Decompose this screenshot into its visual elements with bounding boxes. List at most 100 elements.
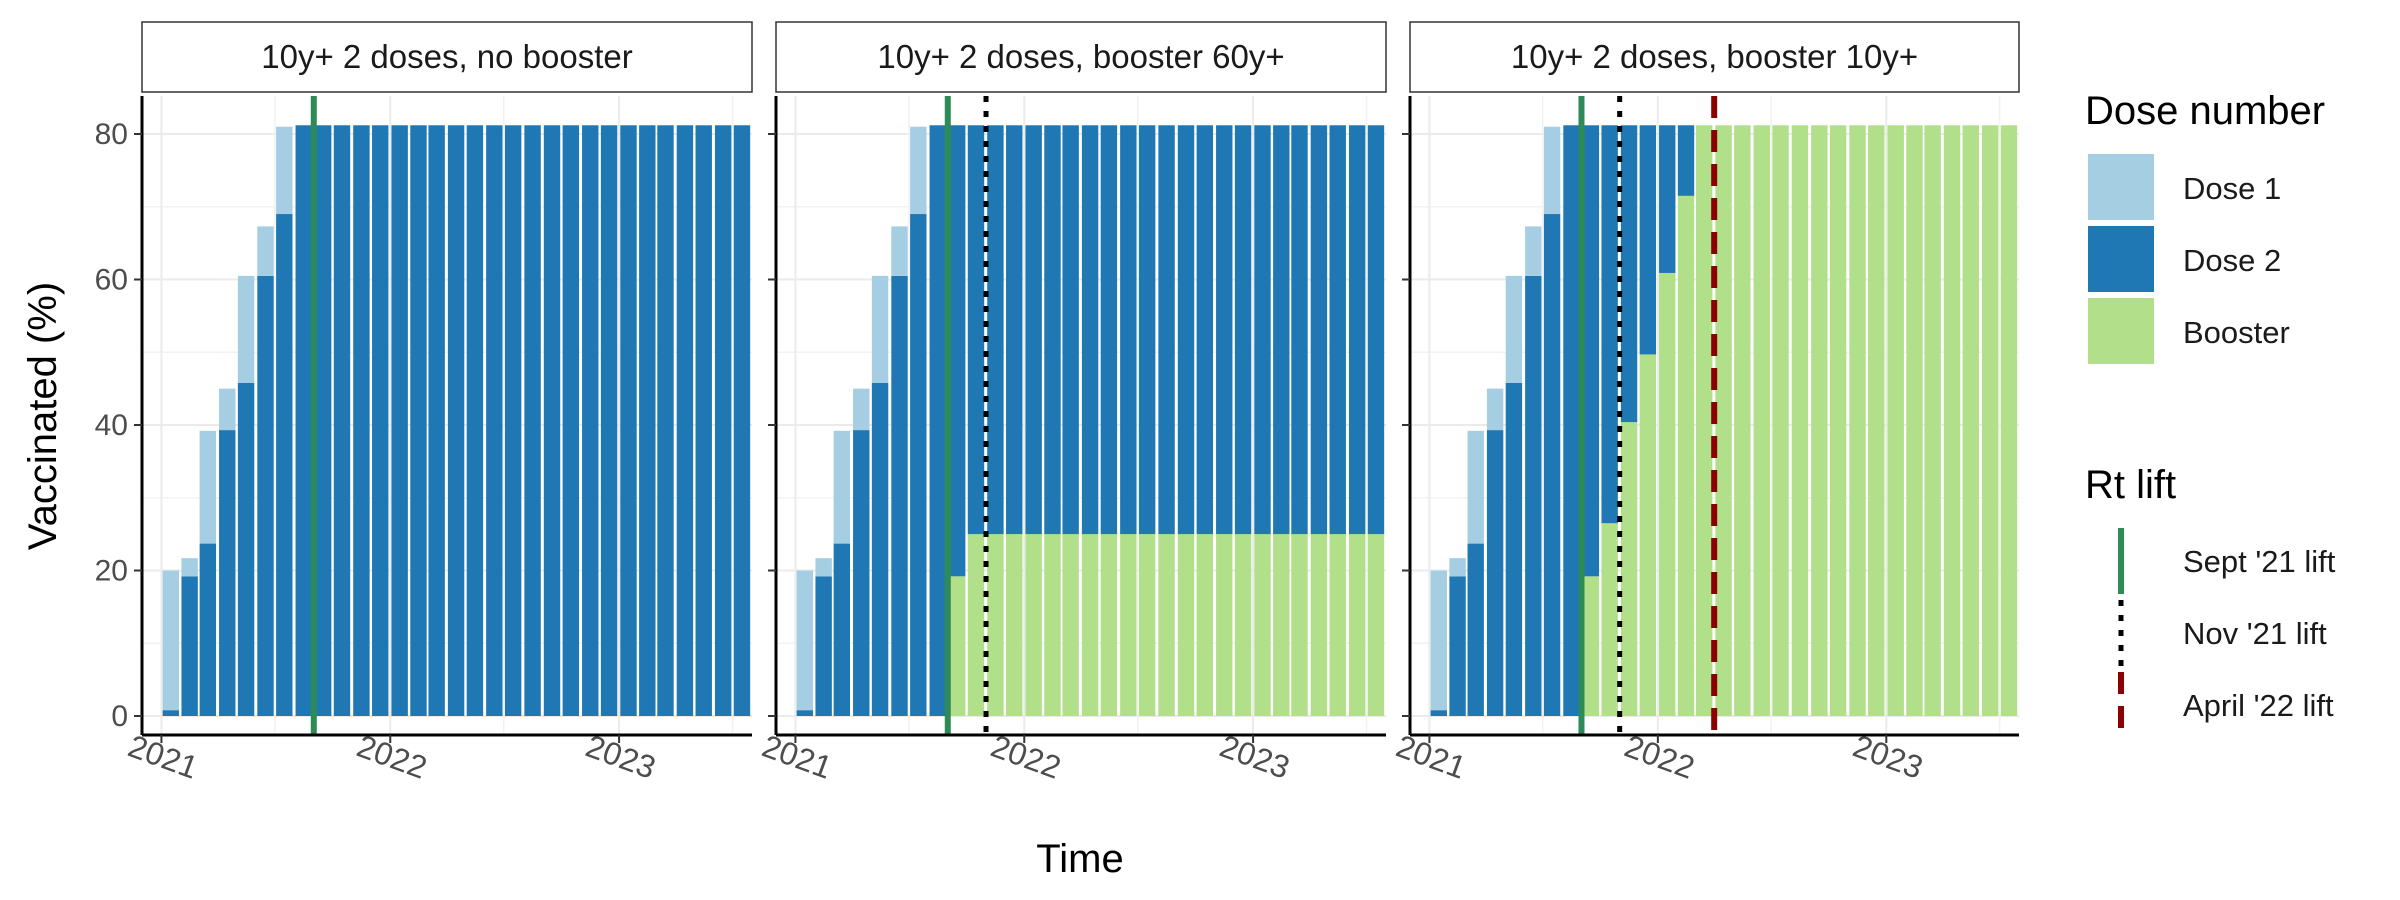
bar-dose-2	[853, 430, 870, 716]
bar-dose-2	[1620, 125, 1638, 423]
bar-dose-2	[181, 576, 198, 716]
bar-booster	[1367, 534, 1385, 716]
panel-strip	[775, 21, 1387, 93]
bar-dose-2	[1486, 430, 1504, 716]
panel-strip	[1409, 21, 2020, 93]
legend-label: Nov '21 lift	[2183, 616, 2327, 651]
bar-dose-1	[181, 558, 198, 577]
legend-title-lift: Rt lift	[2085, 463, 2176, 507]
bar-dose-2	[891, 275, 908, 716]
bar-dose-2	[1062, 125, 1079, 535]
bar-dose-2	[524, 125, 541, 716]
bar-dose-2	[1348, 125, 1366, 535]
x-axis-title: Time	[1036, 837, 1123, 881]
bar-dose-2	[815, 576, 832, 716]
bar-booster	[1811, 125, 1828, 716]
bar-booster	[1715, 125, 1732, 716]
bar-dose-2	[276, 214, 293, 716]
bar-booster	[1639, 354, 1657, 716]
bar-booster	[1234, 534, 1252, 716]
bar-booster	[1849, 125, 1866, 716]
bar-dose-2	[219, 430, 236, 716]
bar-dose-2	[199, 543, 217, 716]
bar-booster	[1982, 125, 1999, 716]
bar-dose-2	[1329, 125, 1346, 535]
bar-dose-2	[1291, 125, 1308, 535]
bar-dose-1	[1505, 275, 1523, 383]
bar-dose-1	[1486, 388, 1504, 431]
bar-dose-2	[929, 125, 946, 716]
bar-dose-2	[582, 125, 599, 716]
bar-dose-2	[295, 125, 312, 716]
bar-dose-1	[1543, 126, 1561, 215]
bar-dose-1	[910, 126, 927, 215]
bar-dose-2	[391, 125, 408, 716]
bar-dose-2	[1120, 125, 1137, 535]
bar-booster	[1025, 534, 1042, 716]
bar-booster	[1044, 534, 1061, 716]
bar-booster	[1254, 534, 1271, 716]
bar-dose-2	[1273, 125, 1290, 535]
bar-dose-2	[410, 125, 427, 716]
bar-booster	[1582, 576, 1600, 716]
bar-dose-1	[1430, 570, 1447, 711]
legend-label: Dose 1	[2183, 171, 2281, 206]
bar-dose-2	[1601, 125, 1618, 524]
bar-dose-2	[676, 125, 694, 716]
bar-booster	[1062, 534, 1079, 716]
bar-dose-2	[967, 125, 985, 535]
panel-title: 10y+ 2 doses, no booster	[261, 38, 633, 75]
bar-booster	[1006, 534, 1023, 716]
bar-dose-2	[871, 382, 889, 716]
bar-dose-2	[1525, 275, 1542, 716]
bar-dose-1	[162, 570, 180, 711]
bar-dose-2	[1677, 125, 1695, 196]
y-tick-label: 0	[111, 700, 128, 733]
legend-label: Booster	[2183, 315, 2290, 350]
bar-dose-2	[1177, 125, 1195, 535]
bar-dose-2	[948, 125, 966, 577]
legend-label: Dose 2	[2183, 243, 2281, 278]
bar-dose-1	[815, 558, 832, 577]
bar-booster	[1100, 534, 1118, 716]
bar-booster	[1791, 125, 1809, 716]
bar-booster	[1829, 125, 1847, 716]
bar-dose-2	[1449, 576, 1466, 716]
bar-booster	[1273, 534, 1290, 716]
bar-dose-1	[237, 275, 255, 383]
bar-dose-2	[1505, 382, 1523, 716]
panel-title: 10y+ 2 doses, booster 10y+	[1511, 38, 1918, 75]
bar-dose-1	[796, 570, 814, 711]
bar-dose-1	[853, 388, 870, 431]
bar-booster	[1329, 534, 1346, 716]
bar-booster	[1601, 523, 1618, 716]
y-tick-label: 60	[95, 264, 128, 297]
bar-booster	[1216, 534, 1233, 716]
bar-dose-2	[833, 543, 851, 716]
bar-booster	[1924, 125, 1941, 716]
bar-dose-2	[910, 214, 927, 716]
bar-booster	[987, 534, 1004, 716]
bar-dose-2	[1659, 125, 1676, 273]
bar-dose-2	[1582, 125, 1600, 577]
bar-dose-2	[1006, 125, 1023, 535]
bar-dose-2	[733, 125, 751, 716]
bar-booster	[1772, 125, 1789, 716]
bar-dose-2	[428, 125, 445, 716]
bar-booster	[1887, 125, 1904, 716]
bar-booster	[2000, 125, 2018, 716]
bar-dose-2	[1025, 125, 1042, 535]
bar-booster	[1196, 534, 1214, 716]
bar-dose-1	[1467, 430, 1484, 544]
y-tick-label: 80	[95, 118, 128, 151]
bar-dose-2	[695, 125, 712, 716]
y-tick-label: 40	[95, 409, 128, 442]
bar-dose-1	[219, 388, 236, 431]
bar-dose-2	[1639, 125, 1657, 355]
bar-dose-2	[466, 125, 484, 716]
bar-dose-2	[353, 125, 370, 716]
bar-booster	[1962, 125, 1979, 716]
y-tick-label: 20	[95, 555, 128, 588]
bar-dose-1	[1525, 226, 1542, 276]
bar-dose-2	[1158, 125, 1175, 535]
